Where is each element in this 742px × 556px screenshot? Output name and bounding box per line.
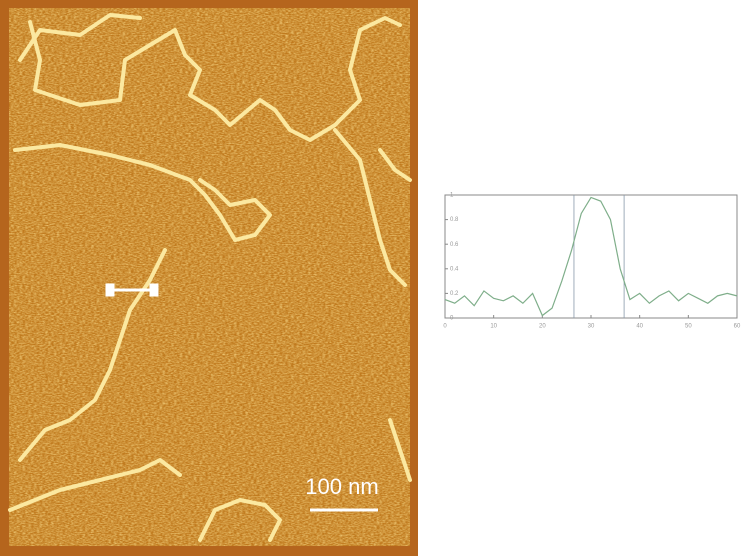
x-tick-label: 50 bbox=[685, 324, 692, 330]
y-tick-label: 0.2 bbox=[450, 291, 459, 297]
y-tick-label: 0.6 bbox=[450, 242, 459, 248]
y-tick-label: 0.8 bbox=[450, 217, 459, 223]
plot-frame bbox=[445, 195, 737, 318]
x-tick-label: 30 bbox=[588, 324, 595, 330]
x-tick-label: 60 bbox=[734, 324, 741, 330]
afm-texture bbox=[9, 8, 410, 546]
figure: 100 nm 00.20.40.60.810102030405060 bbox=[0, 0, 742, 556]
x-tick-label: 20 bbox=[539, 324, 546, 330]
scale-bar-label: 100 nm bbox=[305, 474, 378, 499]
x-tick-label: 40 bbox=[636, 324, 643, 330]
x-tick-label: 0 bbox=[443, 324, 447, 330]
x-tick-label: 10 bbox=[490, 324, 497, 330]
y-tick-label: 0.4 bbox=[450, 266, 459, 272]
